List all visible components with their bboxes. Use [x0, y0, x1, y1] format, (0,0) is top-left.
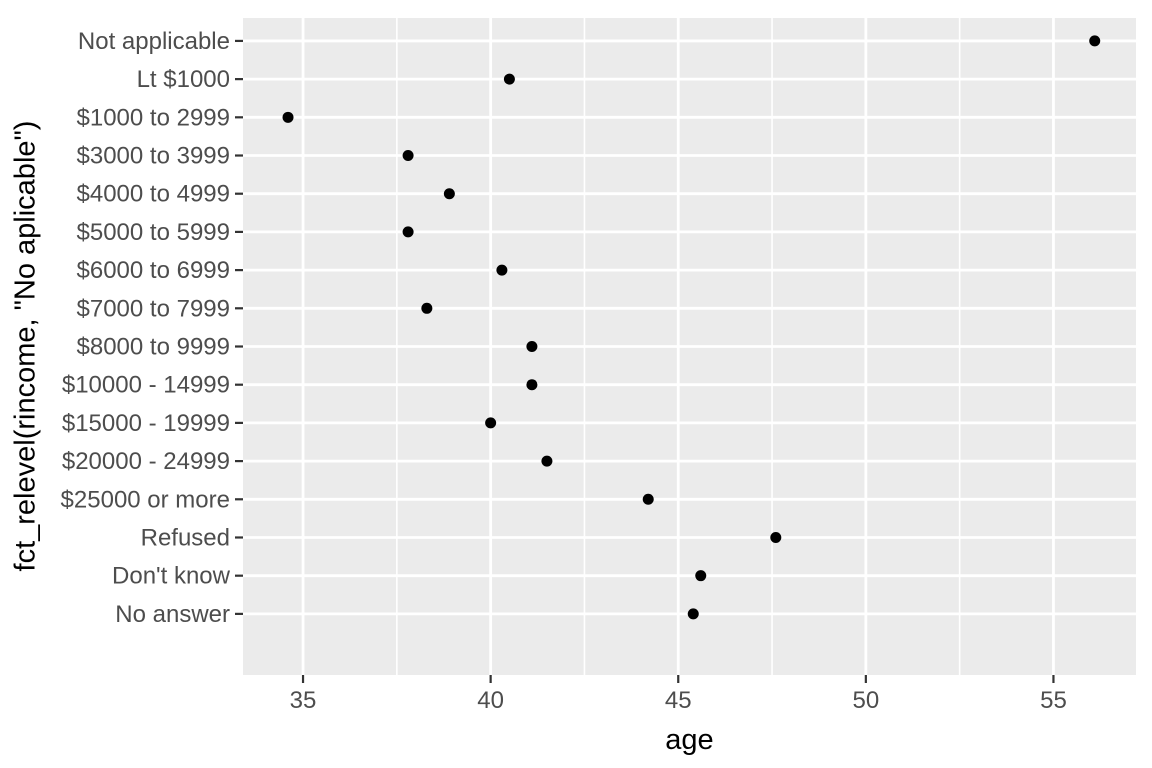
- data-point: [541, 455, 553, 467]
- y-tick-label: Don't know: [112, 563, 231, 590]
- x-tick-label: 45: [665, 687, 692, 714]
- data-point: [485, 417, 497, 429]
- y-tick-label: $7000 to 7999: [77, 295, 230, 322]
- y-tick-label: Refused: [141, 524, 230, 551]
- y-tick-label: Lt $1000: [137, 66, 230, 93]
- data-point: [695, 570, 707, 582]
- y-tick-label: Not applicable: [78, 28, 230, 55]
- y-tick-label: $20000 - 24999: [62, 448, 230, 475]
- y-tick-label: $15000 - 19999: [62, 410, 230, 437]
- y-tick-label: $6000 to 6999: [77, 257, 230, 284]
- y-tick-label: $8000 to 9999: [77, 334, 230, 361]
- y-tick-label: $25000 or more: [61, 486, 230, 513]
- data-point: [503, 73, 515, 85]
- y-tick-label: $10000 - 14999: [62, 372, 230, 399]
- x-tick-label: 35: [290, 687, 317, 714]
- data-point: [526, 379, 538, 391]
- y-tick-label: $5000 to 5999: [77, 219, 230, 246]
- data-point: [402, 150, 414, 162]
- y-tick-label: $3000 to 3999: [77, 143, 230, 170]
- x-axis-title: age: [665, 724, 714, 756]
- data-point: [496, 264, 508, 276]
- data-point: [443, 188, 455, 200]
- y-axis-title: fct_relevel(rincome, "No aplicable"): [9, 120, 42, 572]
- y-tick-label: $4000 to 4999: [77, 181, 230, 208]
- data-point: [687, 608, 699, 620]
- data-point: [402, 226, 414, 238]
- data-point: [1089, 35, 1101, 47]
- data-point: [421, 302, 433, 314]
- data-point: [282, 111, 294, 123]
- data-point: [526, 341, 538, 352]
- y-tick-label: $1000 to 2999: [77, 104, 230, 131]
- x-tick-label: 55: [1040, 687, 1067, 714]
- x-tick-label: 40: [477, 687, 504, 714]
- x-tick-label: 50: [852, 687, 879, 714]
- y-tick-label: No answer: [115, 601, 230, 628]
- data-point: [770, 531, 782, 543]
- data-point: [642, 493, 654, 505]
